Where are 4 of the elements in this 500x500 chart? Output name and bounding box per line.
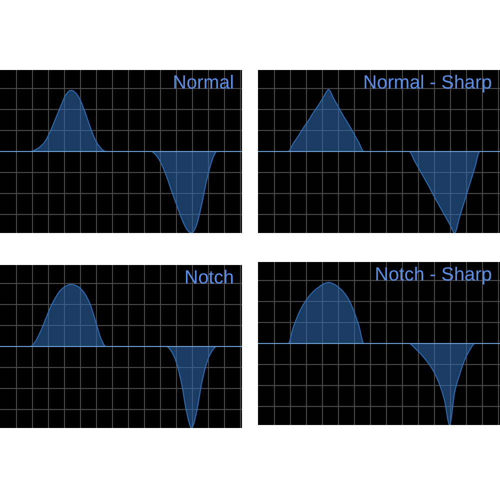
chart-title: Notch - Sharp [374, 264, 492, 286]
chart-title: Normal [172, 72, 234, 94]
chart-title: Notch [184, 268, 234, 289]
chart-title: Normal - Sharp [363, 72, 492, 94]
